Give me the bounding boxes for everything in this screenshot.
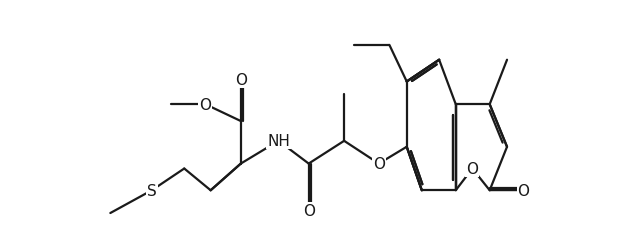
Text: O: O [467, 161, 478, 176]
Text: O: O [303, 203, 315, 218]
Text: S: S [147, 183, 157, 198]
Text: NH: NH [267, 134, 290, 149]
Text: O: O [200, 97, 211, 112]
Text: O: O [373, 156, 385, 172]
Text: O: O [235, 73, 247, 88]
Text: O: O [518, 183, 530, 198]
